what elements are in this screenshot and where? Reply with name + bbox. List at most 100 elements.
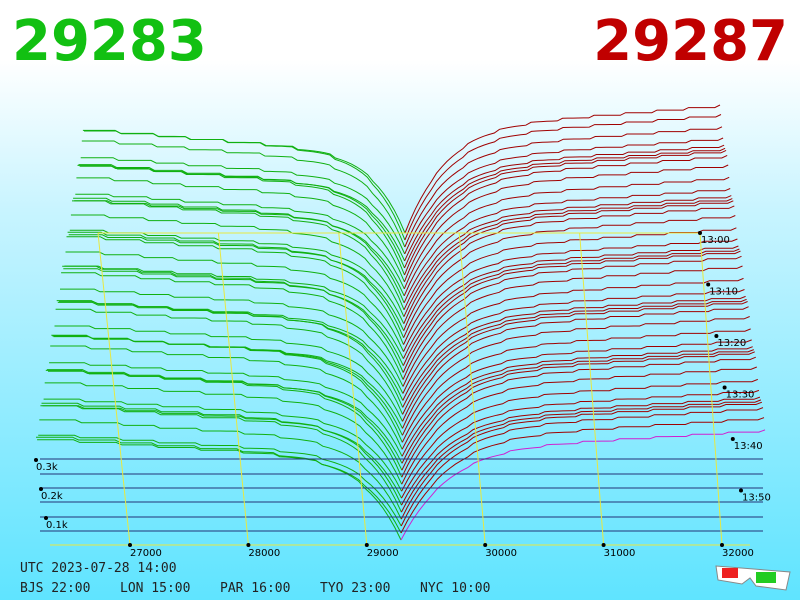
price-tick-dot	[601, 543, 606, 547]
bid-depth-line	[74, 200, 405, 297]
bid-depth-line	[46, 369, 403, 471]
ask-depth-line	[400, 407, 764, 527]
bid-price: 29283	[12, 9, 207, 74]
ask-depth-line	[401, 339, 752, 450]
ask-depth-line	[401, 346, 753, 457]
zone-time: PAR 16:00	[220, 581, 290, 596]
price-tick-dot	[246, 543, 251, 547]
bid-depth-line	[81, 140, 406, 248]
ask-depth-line	[404, 144, 725, 262]
time-tick-dot	[698, 231, 702, 235]
ask-depth-line	[400, 401, 763, 520]
bid-depth-line	[43, 398, 403, 492]
ask-depth-line	[402, 265, 743, 387]
bid-depth-line	[50, 345, 403, 450]
bid-depth-line	[76, 177, 405, 283]
ask-depth-line	[403, 238, 738, 352]
price-grid-line	[97, 232, 131, 546]
ask-depth-line	[404, 104, 721, 234]
time-tick-dot	[730, 437, 735, 441]
utc-time: UTC 2023-07-28 14:00	[20, 561, 177, 576]
ask-depth-line	[402, 248, 740, 366]
ask-depth-line	[401, 351, 755, 471]
time-tick-label: 13:00	[701, 235, 730, 246]
time-tick-dot	[722, 385, 727, 390]
time-tick-dot	[739, 488, 743, 493]
bid-depth-line	[57, 301, 404, 401]
bid-depth-line	[78, 164, 405, 269]
ask-depth-line	[402, 298, 747, 415]
ask-depth-line	[403, 215, 736, 338]
ask-depth-line	[403, 188, 731, 304]
bid-depth-line	[41, 402, 402, 506]
bid-depth-line	[75, 193, 405, 290]
ask-depth-line	[402, 245, 739, 359]
price-tick-dot	[364, 543, 369, 547]
price-grid-line	[338, 232, 368, 546]
bid-depth-line	[42, 405, 402, 499]
zone-time: TYO 23:00	[320, 581, 390, 596]
depth-tick-label: 0.3k	[36, 462, 58, 473]
price-tick-label: 32000	[722, 548, 754, 559]
bid-depth-line	[51, 334, 403, 443]
ask-depth-line	[404, 149, 727, 276]
bid-depth-line	[82, 129, 406, 241]
zone-time: BJS 22:00	[20, 581, 90, 596]
bid-depth-line	[70, 214, 405, 317]
ask-depth-line	[404, 126, 723, 248]
ask-depth-line	[401, 396, 761, 506]
price-tick-dot	[483, 543, 488, 547]
ask-depth-line	[402, 250, 741, 373]
ask-depth-line	[404, 114, 722, 241]
ask-depth-line	[404, 147, 726, 269]
price-tick-label: 31000	[604, 548, 636, 559]
bid-depth-line	[66, 236, 404, 345]
price-tick-dot	[128, 543, 132, 547]
bid-depth-line	[77, 164, 405, 276]
time-tick-label: 13:10	[709, 287, 738, 298]
bid-depth-line	[44, 382, 403, 485]
ask-depth-line	[401, 356, 756, 478]
ask-depth-line	[400, 429, 766, 541]
ask-depth-line	[401, 389, 760, 499]
ask-depth-line	[403, 154, 728, 282]
ask-depth-line	[402, 255, 742, 380]
depth-tick-dot	[44, 516, 48, 520]
bid-depth-line	[62, 265, 404, 373]
price-grid-line	[699, 232, 723, 546]
ask-depth-line	[404, 137, 724, 255]
zone-time: NYC 10:00	[420, 581, 490, 596]
bid-depth-line	[38, 434, 402, 527]
time-tick-label: 13:50	[742, 493, 771, 504]
bid-depth-line	[37, 439, 402, 534]
price-tick-label: 27000	[130, 548, 162, 559]
price-grid-line	[579, 232, 605, 546]
bid-depth-line	[55, 308, 404, 415]
bid-depth-line	[68, 234, 405, 331]
ask-depth-line	[402, 289, 745, 401]
ask-depth-line	[401, 316, 750, 436]
bid-depth-line	[72, 200, 405, 310]
ask-depth-line	[400, 417, 765, 534]
bid-depth-line	[56, 300, 404, 408]
ask-depth-line	[402, 306, 749, 429]
depth-tick-dot	[34, 458, 38, 462]
time-tick-label: 13:40	[734, 441, 763, 452]
depth-tick-dot	[39, 487, 43, 491]
ask-depth-line	[400, 399, 762, 513]
ask-depth-line	[403, 227, 737, 345]
ask-depth-line	[401, 328, 751, 443]
ask-depth-line	[401, 366, 757, 485]
bid-depth-line	[67, 231, 405, 338]
price-tick-dot	[720, 543, 724, 547]
price-tick-label: 30000	[485, 548, 517, 559]
ask-depth-line	[403, 200, 734, 324]
zone-time: LON 15:00	[120, 581, 190, 596]
bid-depth-line	[45, 369, 403, 478]
price-grid-line	[217, 232, 249, 546]
time-tick-label: 13:20	[717, 338, 746, 349]
ask-depth-line	[402, 301, 748, 422]
depth-tick-label: 0.2k	[41, 491, 63, 502]
